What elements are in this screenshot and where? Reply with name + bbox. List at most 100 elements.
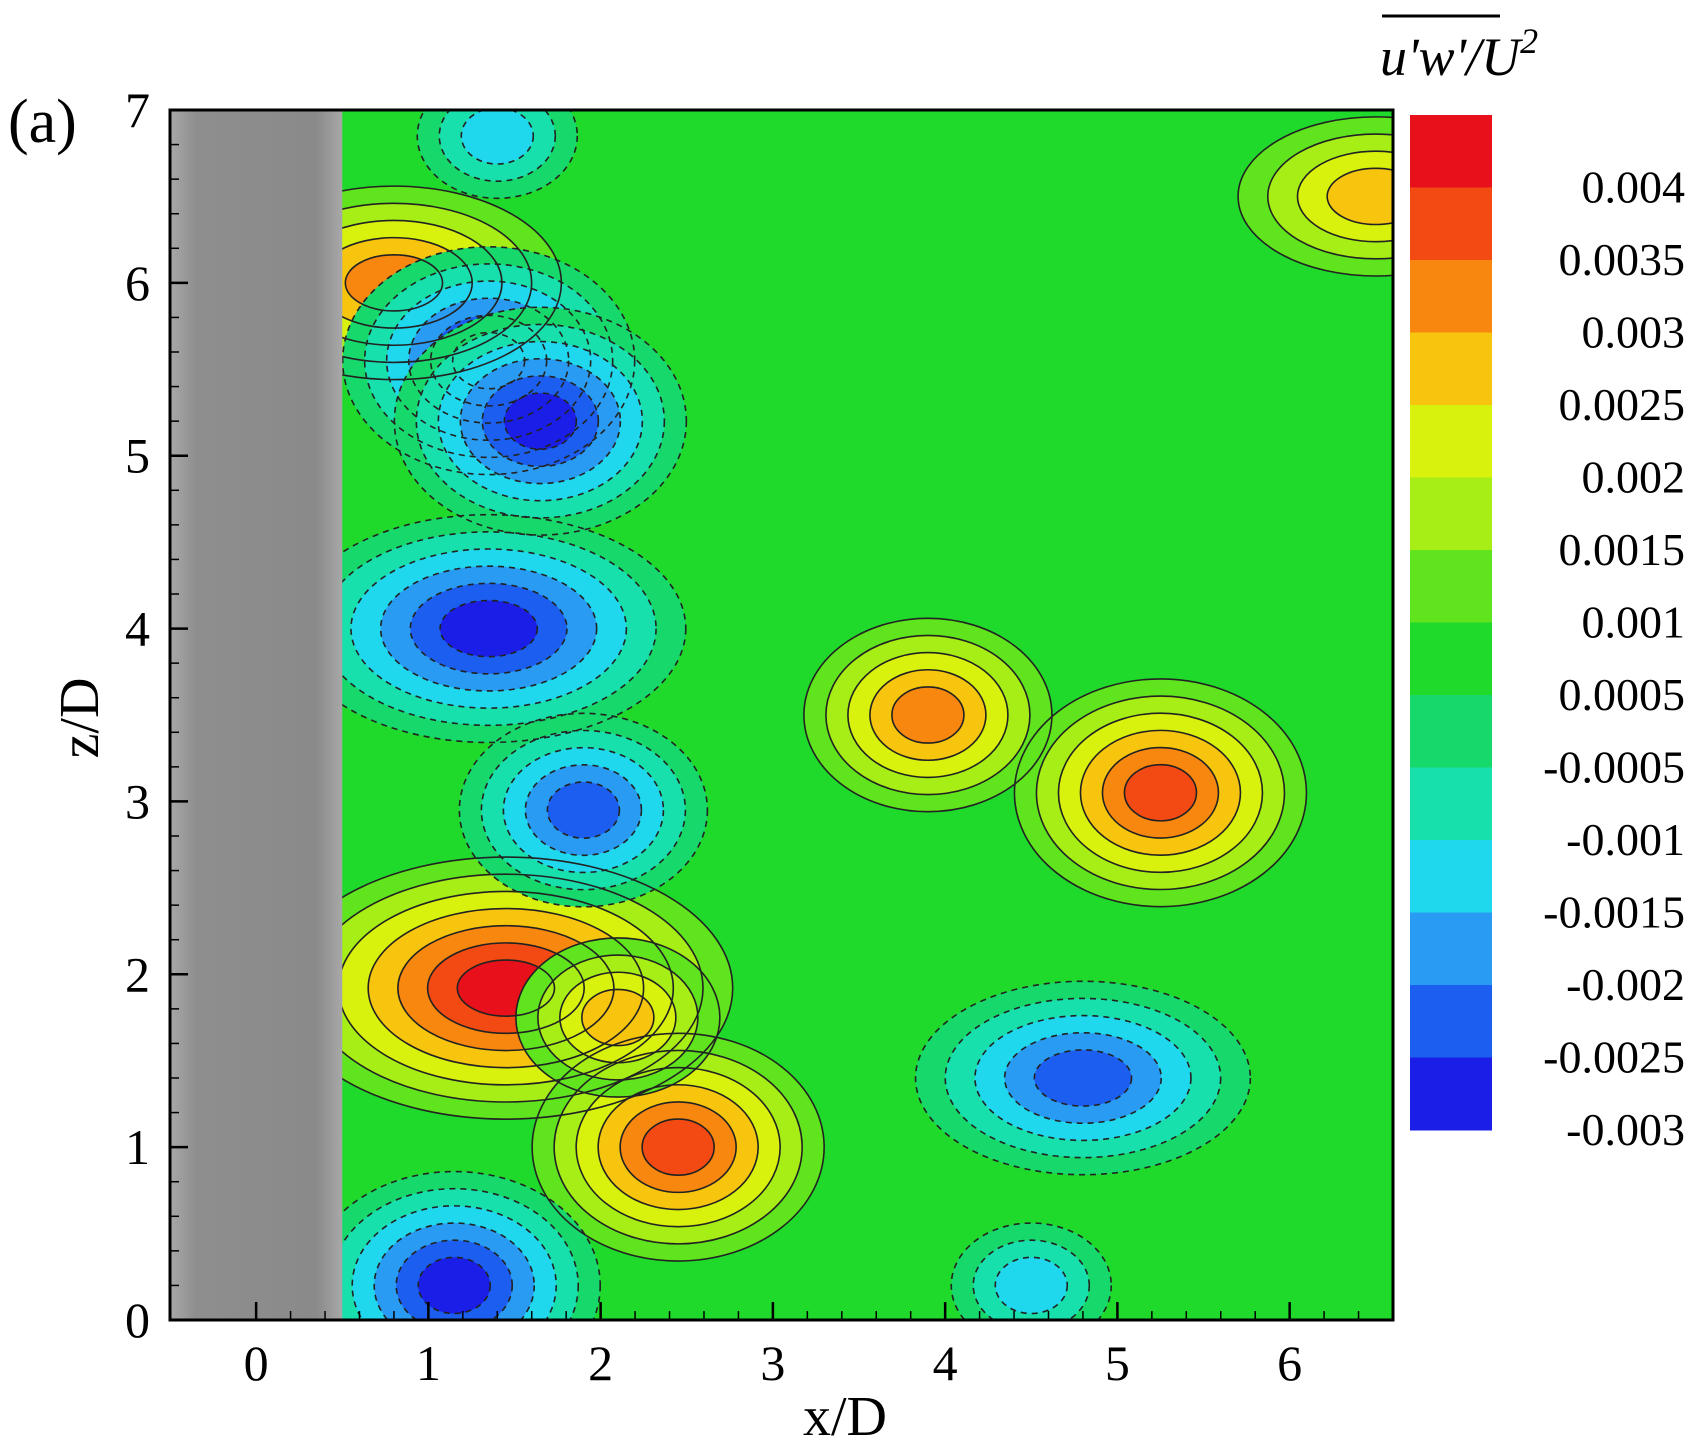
contour-line xyxy=(409,582,568,675)
contour-line xyxy=(1033,1049,1133,1107)
colorbar-level-label: 0.004 xyxy=(1582,162,1686,213)
contour-line xyxy=(480,729,687,891)
colorbar-swatch xyxy=(1410,332,1492,406)
contour-line xyxy=(531,1032,825,1262)
contour-line xyxy=(1003,1031,1163,1125)
colorbar-level-label: 0.002 xyxy=(1582,452,1686,503)
contour-fill xyxy=(995,1257,1068,1314)
contour-line xyxy=(537,954,699,1081)
contour-line xyxy=(502,746,665,874)
x-tick-label: 3 xyxy=(760,1335,785,1391)
contour-line xyxy=(481,375,600,468)
contour-fill xyxy=(461,110,534,165)
trough-contour xyxy=(504,393,577,450)
colorbar-level-label: -0.0015 xyxy=(1543,887,1685,938)
contour-line xyxy=(1326,167,1393,226)
y-axis-label: z/D xyxy=(49,678,111,759)
contour-line xyxy=(553,1049,803,1245)
x-tick-label: 4 xyxy=(933,1335,958,1391)
trough-contour xyxy=(461,110,534,165)
contour-line xyxy=(415,323,666,519)
x-tick-label: 6 xyxy=(1277,1335,1302,1391)
y-tick-label: 3 xyxy=(125,773,150,829)
contour-line xyxy=(417,1256,492,1315)
contour-fill xyxy=(504,393,577,450)
contour-line xyxy=(974,1014,1192,1142)
x-tick-label: 2 xyxy=(588,1335,613,1391)
contour-line xyxy=(1237,116,1393,277)
colorbar-title-exponent: 2 xyxy=(1520,21,1538,61)
y-tick-label: 4 xyxy=(125,601,150,657)
peak-contour xyxy=(891,686,964,744)
contour-line xyxy=(459,357,622,485)
contour-line xyxy=(641,1118,715,1177)
colorbar-level-label: -0.001 xyxy=(1566,814,1685,865)
contour-line xyxy=(914,980,1252,1176)
colorbar-swatch xyxy=(1410,695,1492,768)
contour-line xyxy=(869,668,987,762)
contour-line xyxy=(344,253,444,312)
contour-line xyxy=(847,651,1009,779)
colorbar-swatch xyxy=(1410,840,1492,913)
colorbar-swatch xyxy=(1410,260,1492,333)
y-tick-label: 1 xyxy=(125,1119,150,1175)
colorbar-level-label: 0.0005 xyxy=(1559,669,1686,720)
colorbar-title-denominator: /U xyxy=(1463,27,1523,87)
colorbar-level-label: 0.0035 xyxy=(1559,234,1686,285)
contour-line xyxy=(460,110,535,165)
contour-fill xyxy=(547,781,620,839)
plot-area xyxy=(170,110,1393,1320)
contour-line xyxy=(891,686,965,744)
y-tick-label: 7 xyxy=(125,82,150,138)
x-axis-ticks: 0 1 2 3 4 5 6 xyxy=(244,1302,1360,1391)
contour-line xyxy=(944,997,1222,1159)
contour-line xyxy=(367,907,645,1069)
contour-line xyxy=(575,1066,781,1228)
x-tick-label: 5 xyxy=(1105,1335,1130,1391)
colorbar-swatch xyxy=(1410,477,1492,551)
colorbar-title: u'w'/U2 xyxy=(1380,21,1538,87)
panel-label: (a) xyxy=(8,88,77,156)
contour-line xyxy=(393,306,688,536)
contour-line xyxy=(515,937,721,1098)
contour-line xyxy=(439,599,539,658)
x-axis-label: x/D xyxy=(803,1386,887,1448)
obstacle-block xyxy=(170,110,343,1320)
colorbar-swatch xyxy=(1410,767,1492,841)
contour-line xyxy=(350,548,628,709)
contour-line xyxy=(825,634,1031,796)
contour-line xyxy=(438,110,557,182)
colorbar-level-label: 0.003 xyxy=(1582,307,1686,358)
contour-line xyxy=(373,1222,535,1320)
contour-line xyxy=(597,1083,759,1211)
peak-contour xyxy=(1327,168,1393,225)
colorbar-level-label: -0.0005 xyxy=(1543,742,1685,793)
contour-line xyxy=(1013,678,1308,908)
contour-lines xyxy=(225,110,1393,1320)
contour-fill xyxy=(418,1257,491,1314)
contour-line xyxy=(972,1239,1091,1320)
peak-contour xyxy=(1124,764,1197,821)
colorbar-swatch xyxy=(1410,405,1492,478)
contour-line xyxy=(559,971,677,1064)
contour-fill xyxy=(1327,168,1393,225)
x-tick-label: 1 xyxy=(416,1335,441,1391)
contour-line xyxy=(1101,746,1220,839)
contour-line xyxy=(458,712,709,908)
contour-line xyxy=(456,959,556,1017)
colorbar-swatch xyxy=(1410,912,1492,986)
contour-fill xyxy=(581,989,654,1046)
contour-line xyxy=(619,1101,737,1194)
colorbar-level-label: -0.0025 xyxy=(1543,1032,1685,1083)
y-axis-ticks: 0 1 2 3 4 5 6 7 xyxy=(125,82,188,1348)
colorbar-level-label: 0.001 xyxy=(1582,597,1686,648)
colorbar-swatch xyxy=(1410,985,1492,1058)
contour-line xyxy=(950,1222,1113,1320)
colorbar-swatch xyxy=(1410,622,1492,696)
contour-line xyxy=(546,781,621,839)
trough-contour xyxy=(418,1257,491,1314)
colorbar-title-main: u'w' xyxy=(1380,27,1468,87)
contour-line xyxy=(994,1256,1069,1315)
colorbar: 0.004 0.0035 0.003 0.0025 0.002 0.0015 0.001 0.… xyxy=(1380,14,1686,1155)
